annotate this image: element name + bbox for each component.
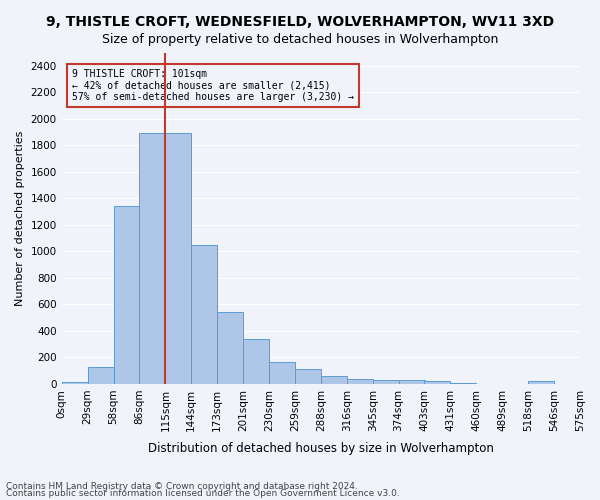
Bar [398,380,425,384]
Bar [373,380,398,384]
Text: Contains public sector information licensed under the Open Government Licence v3: Contains public sector information licen… [6,488,400,498]
Bar [88,368,113,384]
Bar [113,206,139,384]
Text: Contains HM Land Registry data © Crown copyright and database right 2024.: Contains HM Land Registry data © Crown c… [6,482,358,491]
Bar [528,381,554,384]
Bar [139,134,166,384]
Bar [295,370,321,384]
Y-axis label: Number of detached properties: Number of detached properties [15,130,25,306]
Bar [166,134,191,384]
Text: Size of property relative to detached houses in Wolverhampton: Size of property relative to detached ho… [102,32,498,46]
Bar [269,362,295,384]
Bar [243,340,269,384]
Bar [321,376,347,384]
Bar [451,383,476,384]
Text: 9 THISTLE CROFT: 101sqm
← 42% of detached houses are smaller (2,415)
57% of semi: 9 THISTLE CROFT: 101sqm ← 42% of detache… [72,69,354,102]
Bar [347,378,373,384]
Bar [424,382,451,384]
X-axis label: Distribution of detached houses by size in Wolverhampton: Distribution of detached houses by size … [148,442,494,455]
Bar [217,312,243,384]
Text: 9, THISTLE CROFT, WEDNESFIELD, WOLVERHAMPTON, WV11 3XD: 9, THISTLE CROFT, WEDNESFIELD, WOLVERHAM… [46,15,554,29]
Bar [191,246,217,384]
Bar [62,382,88,384]
